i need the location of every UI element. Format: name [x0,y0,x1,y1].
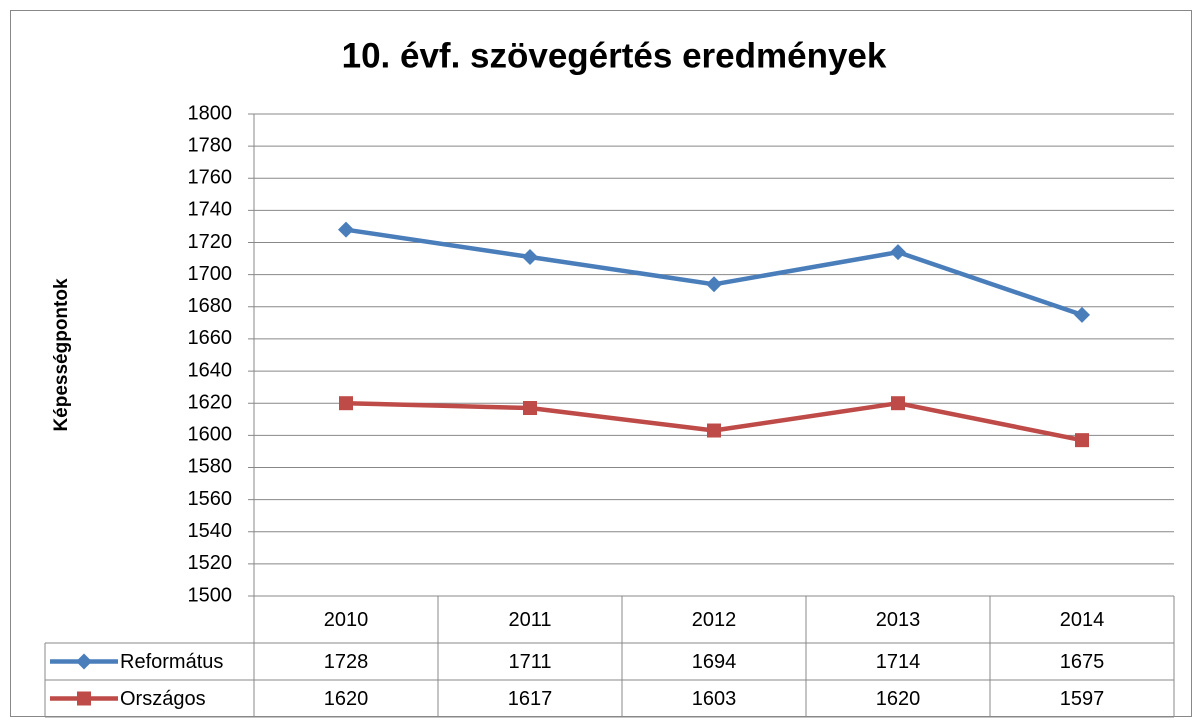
y-tick-label: 1580 [188,456,233,478]
y-tick-label: 1560 [188,488,233,510]
table-value: 1620 [876,688,921,710]
x-tick-label: 2014 [1060,609,1105,631]
table-value: 1620 [324,688,369,710]
table-value: 1597 [1060,688,1105,710]
marker [77,691,91,706]
y-tick-label: 1700 [188,263,233,285]
y-tick-label: 1760 [188,167,233,189]
marker [707,423,721,438]
marker [522,248,538,265]
y-tick-label: 1740 [188,199,233,221]
marker [890,244,906,261]
table-value: 1603 [692,688,737,710]
marker [706,276,722,293]
marker [339,396,353,411]
marker [1075,433,1089,448]
table-value: 1714 [876,651,921,673]
y-axis-label: Képességpontok [51,278,72,432]
chart-border [10,10,1192,717]
legend-label: Református [120,651,223,673]
table-value: 1694 [692,651,737,673]
y-tick-label: 1780 [188,134,233,156]
x-tick-label: 2010 [324,609,369,631]
x-tick-label: 2012 [692,609,737,631]
table-value: 1617 [508,688,553,710]
x-tick-label: 2013 [876,609,921,631]
y-tick-label: 1800 [188,102,233,124]
x-tick-label: 2011 [508,609,551,631]
marker [338,221,354,238]
table-value: 1711 [508,651,551,673]
table-value: 1675 [1060,651,1105,673]
y-tick-label: 1720 [188,231,233,253]
y-tick-label: 1640 [188,359,233,381]
marker [1074,306,1090,323]
legend-label: Országos [120,688,206,710]
table-value: 1728 [324,651,369,673]
marker [891,396,905,411]
marker [523,401,537,416]
y-tick-label: 1680 [188,295,233,317]
y-tick-label: 1540 [188,520,233,542]
y-tick-label: 1660 [188,327,233,349]
y-tick-label: 1620 [188,391,233,413]
y-tick-label: 1520 [188,552,233,574]
marker [76,653,92,670]
chart-title: 10. évf. szövegértés eredmények [342,36,887,75]
y-tick-label: 1500 [188,584,233,606]
y-tick-label: 1600 [188,424,233,446]
